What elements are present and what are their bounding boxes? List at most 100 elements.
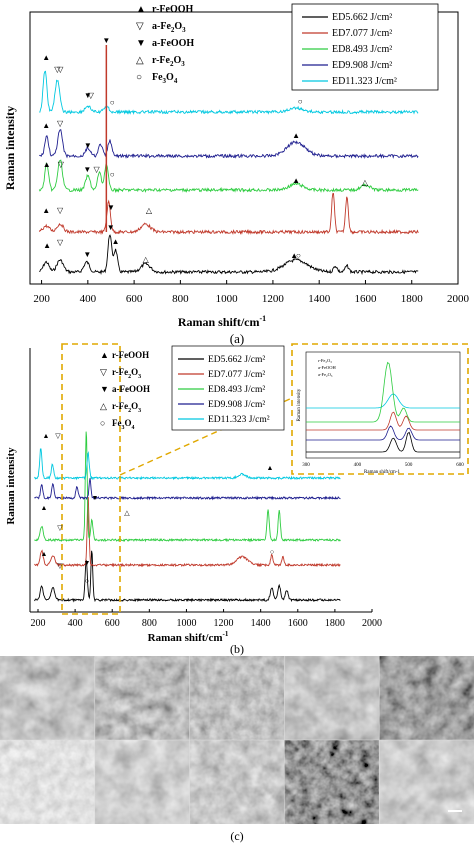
spectrum-line-b-2 — [34, 431, 341, 543]
peak-marker-a: ▽ — [58, 160, 65, 169]
legend-label-b: ED9.908 J/cm² — [208, 400, 265, 410]
tail: O — [174, 21, 182, 32]
x-tick-label-a: 1400 — [308, 293, 331, 305]
peak-marker-a: △ — [146, 206, 153, 215]
peak-marker-a: ▽ — [88, 91, 95, 100]
peak-marker-b: △ — [124, 509, 130, 517]
spectrum-line-a-3 — [39, 129, 419, 160]
peak-marker-a: ▼ — [83, 165, 91, 174]
peak-marker-a: ▲ — [112, 237, 120, 246]
marker-legend-label-b: Fe3O4 — [112, 418, 135, 431]
spectrum-line-b-0 — [34, 550, 341, 603]
inset-spectrum-line — [306, 425, 460, 441]
micrograph-tile — [284, 740, 380, 824]
micrograph-tile — [0, 740, 95, 824]
x-tick-label-b: 2000 — [362, 618, 382, 629]
sub: 3 — [163, 77, 167, 85]
inset-plot-frame — [305, 351, 461, 459]
marker-legend-label-a: r-Fe2O3 — [152, 55, 185, 68]
x-tick-label-b: 1400 — [251, 618, 271, 629]
x-tick-label-a: 1200 — [262, 293, 285, 305]
inset-x-tick: 600 — [456, 463, 464, 468]
legend-label-a: ED11.323 J/cm² — [332, 76, 397, 87]
peak-marker-a: ▼ — [102, 36, 110, 45]
inset-legend-label: r-Fe₂O₃ — [318, 358, 332, 363]
zoom-region-box — [61, 343, 121, 615]
peak-marker-b: ○ — [270, 548, 274, 556]
peak-marker-a: ▲ — [43, 241, 51, 250]
inset-x-label: Raman shift/cm-1 — [364, 470, 400, 475]
peak-marker-b: ▼ — [92, 494, 99, 502]
micrograph-tile — [189, 656, 285, 740]
x-tick-label-b: 400 — [68, 618, 83, 629]
inset-x-tick: 400 — [354, 463, 362, 468]
caption-c: (c) — [230, 829, 243, 843]
inset-spectrum-line — [306, 393, 460, 409]
x-tick-label-b: 1600 — [288, 618, 308, 629]
peak-marker-a: ▽ — [94, 165, 101, 174]
peak-marker-a: ▽ — [57, 65, 64, 74]
peak-marker-b: ▲ — [41, 550, 48, 558]
spectrum-line-a-2 — [38, 159, 419, 194]
x-axis-label-a: Raman shift/cm-1 — [178, 314, 266, 329]
marker-legend-symbol-a: ▼ — [136, 38, 146, 49]
tail: O — [131, 401, 138, 411]
spectrum-line-a-4 — [39, 70, 419, 115]
marker-legend-symbol-b: △ — [100, 401, 107, 411]
sub2: 3 — [138, 374, 141, 380]
peak-marker-a: ▲ — [43, 160, 51, 169]
x-tick-label-a: 600 — [126, 293, 143, 305]
marker-legend-symbol-b: ▽ — [100, 367, 107, 377]
caption-b: (b) — [230, 642, 244, 656]
x-axis-label-b: Raman shift/cm-1 — [148, 630, 229, 644]
marker-legend-label-b: r-Fe2O3 — [112, 367, 141, 380]
x-tick-label-b: 200 — [31, 618, 46, 629]
inset-legend-label: a-FeOOH — [318, 365, 336, 370]
peak-marker-b: ▽ — [57, 562, 63, 570]
x-axis-label-sup-b: -1 — [223, 630, 229, 638]
inset-x-tick: 300 — [302, 463, 310, 468]
scale-bar — [448, 810, 462, 812]
x-tick-label-b: 1200 — [214, 618, 234, 629]
sub: 2 — [128, 408, 131, 414]
caption-a: (a) — [230, 331, 244, 346]
spectrum-line-b-3 — [34, 478, 341, 501]
peak-marker-b: ▲ — [41, 504, 48, 512]
marker-legend-label-b: r-Fe2O3 — [112, 401, 141, 414]
x-tick-label-b: 1000 — [176, 618, 196, 629]
inset-spectrum-line — [306, 431, 460, 453]
inset-spectrum-line — [306, 411, 460, 431]
peak-marker-b: ▽ — [57, 524, 63, 532]
tail: O — [173, 55, 181, 66]
peak-marker-b: ▽ — [55, 432, 61, 440]
peak-marker-a: ▼ — [84, 141, 92, 150]
series-legend-a — [291, 3, 439, 91]
marker-legend-label-a: a-FeOOH — [152, 38, 194, 49]
x-tick-label-b: 1800 — [325, 618, 345, 629]
peak-marker-b: ○ — [85, 577, 89, 585]
legend-label-b: ED8.493 J/cm² — [208, 385, 265, 395]
sub: 2 — [170, 60, 174, 68]
inset-legend-label: a-Fe₂O₃ — [318, 372, 333, 377]
legend-label-b: ED7.077 J/cm² — [208, 370, 265, 380]
peak-marker-a: ▼ — [84, 91, 92, 100]
peak-marker-a: ○ — [296, 251, 301, 260]
plot-frame-a — [29, 11, 459, 285]
tail: O — [166, 72, 174, 83]
sub2: 3 — [181, 60, 185, 68]
x-tick-label-b: 600 — [105, 618, 120, 629]
legend-label-a: ED9.908 J/cm² — [332, 60, 392, 71]
marker-legend-symbol-b: ▼ — [100, 384, 109, 394]
legend-label-b: ED5.662 J/cm² — [208, 355, 265, 365]
micrograph-tile — [94, 656, 190, 740]
y-axis-label-b: Raman intensity — [5, 447, 17, 525]
x-tick-label-b: 800 — [142, 618, 157, 629]
sub: 2 — [128, 374, 131, 380]
marker-legend-symbol-a: ○ — [136, 72, 142, 83]
peak-marker-a: ▲ — [42, 53, 50, 62]
spectrum-line-b-1 — [34, 496, 341, 568]
peak-marker-a: ▽ — [57, 206, 64, 215]
sub2: 4 — [132, 425, 135, 431]
marker-legend-label-b: r-FeOOH — [112, 350, 149, 360]
